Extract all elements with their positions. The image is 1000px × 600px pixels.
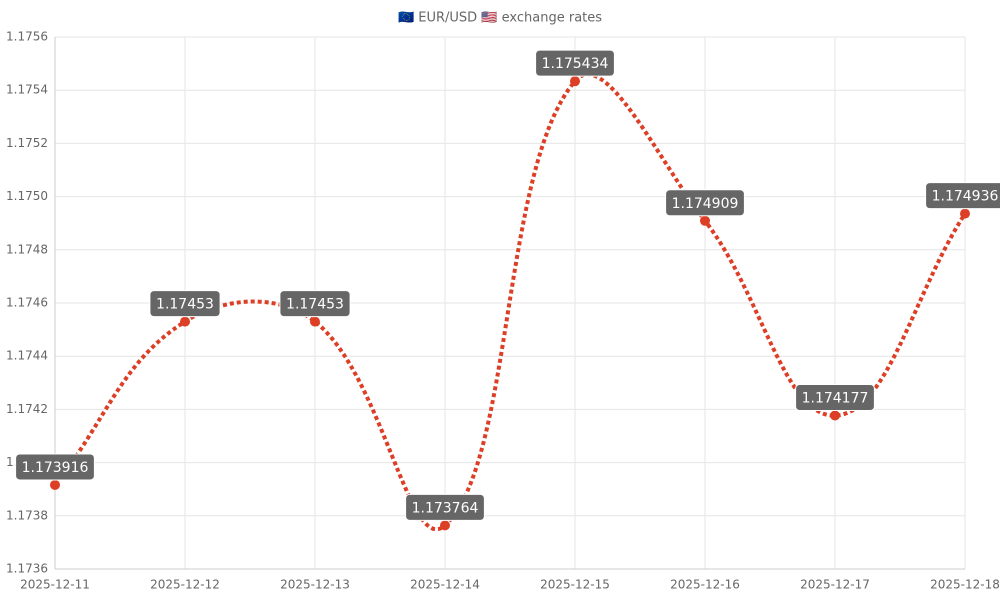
x-tick-label: 2025-12-13 xyxy=(280,578,350,592)
point xyxy=(570,76,580,87)
value-label-box xyxy=(149,290,221,318)
value-label: 1.175434 xyxy=(542,56,609,72)
x-tick-label: 2025-12-18 xyxy=(930,578,1000,592)
value-label: 1.174936 xyxy=(932,189,999,205)
x-tick-label: 2025-12-12 xyxy=(150,578,220,592)
y-tick-label: 1.1750 xyxy=(6,189,48,203)
point xyxy=(960,208,970,219)
point xyxy=(830,410,840,421)
value-label-box xyxy=(15,453,95,481)
y-tick-label: 1.1754 xyxy=(6,83,48,97)
value-label: 1.17453 xyxy=(286,297,344,313)
value-label-box xyxy=(795,384,875,412)
point xyxy=(440,520,450,531)
x-tick-label: 2025-12-16 xyxy=(670,578,740,592)
y-tick-label: 1.1742 xyxy=(6,402,48,416)
x-tick-label: 2025-12-11 xyxy=(20,578,90,592)
value-label-box xyxy=(665,189,745,217)
value-label: 1.174177 xyxy=(802,391,869,407)
x-tick-label: 2025-12-14 xyxy=(410,578,480,592)
y-tick-label: 1.1752 xyxy=(6,136,48,150)
value-label: 1.17453 xyxy=(156,297,214,313)
value-label-box xyxy=(535,49,615,77)
value-label: 1.173764 xyxy=(412,500,479,516)
chart-title: 🇪🇺 EUR/USD 🇺🇸 exchange rates xyxy=(398,11,602,26)
value-label-box xyxy=(405,493,485,521)
y-tick-label: 1.1738 xyxy=(6,508,48,522)
y-tick-label: 1.1748 xyxy=(6,242,48,256)
y-tick-label: 1.1736 xyxy=(6,562,48,576)
value-label-box xyxy=(925,182,1000,210)
x-tick-label: 2025-12-17 xyxy=(800,578,870,592)
point xyxy=(50,479,60,490)
line xyxy=(53,72,967,531)
point xyxy=(310,316,320,327)
point xyxy=(180,316,190,327)
y-tick-label: 1.1746 xyxy=(6,296,48,310)
point xyxy=(700,215,710,226)
value-label: 1.174909 xyxy=(672,196,739,212)
y-tick-label: 1.1756 xyxy=(6,30,48,44)
y-tick-label: 1.1744 xyxy=(6,349,48,363)
value-label: 1.173916 xyxy=(22,460,89,476)
x-tick-label: 2025-12-15 xyxy=(540,578,610,592)
value-label-box xyxy=(279,290,351,318)
